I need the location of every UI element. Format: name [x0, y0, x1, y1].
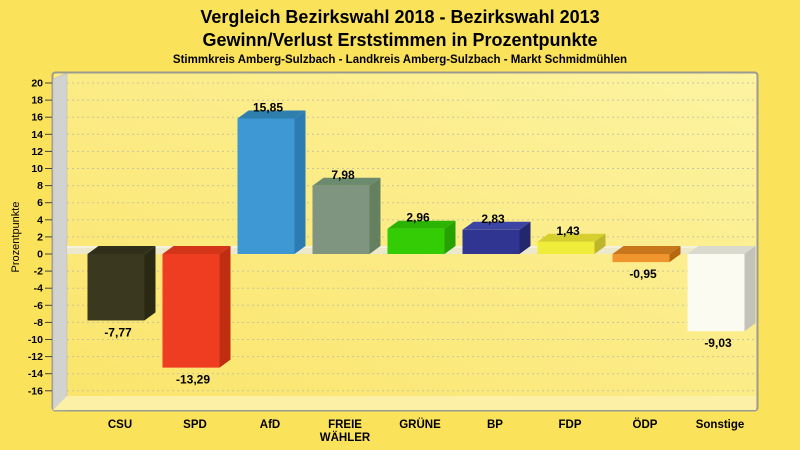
category-label-spd: SPD: [183, 419, 207, 431]
category-label-grüne: GRÜNE: [399, 418, 441, 431]
bar-side-face: [744, 246, 756, 332]
bar-side-face: [219, 246, 231, 368]
bar-top-face: [612, 246, 681, 254]
tick-label: -6: [34, 300, 43, 312]
bars: -7,77 -13,29 15,85 7,98 2,96 2,83 1,43 -0,95 -9,…: [87, 100, 756, 387]
tick-label: -16: [28, 385, 43, 397]
tick-label: 14: [31, 129, 43, 141]
bar-front-face: [612, 254, 670, 263]
bar-top-face: [462, 221, 531, 230]
bar-side-face: [369, 177, 381, 254]
bar-ödp: -0,95: [612, 246, 681, 281]
chart-title-line1: Vergleich Bezirkswahl 2018 - Bezirkswahl…: [200, 7, 600, 27]
category-label-afd: AfD: [260, 419, 280, 431]
bar-front-face: [237, 118, 295, 254]
tick-label: 18: [31, 95, 43, 107]
category-label-ödp: ÖDP: [633, 418, 658, 431]
bar-bp: 2,83: [462, 212, 531, 254]
bar-value-label: -0,95: [629, 267, 657, 281]
bar-value-label: 2,96: [406, 211, 430, 225]
bar-top-face: [687, 246, 756, 254]
bar-top-face: [387, 220, 456, 229]
bar-freie-wähler: 7,98: [312, 168, 381, 254]
bar-front-face: [162, 254, 220, 368]
bar-side-face: [444, 220, 456, 254]
tick-label: -12: [28, 351, 43, 363]
bar-value-label: -7,77: [104, 325, 132, 339]
bar-value-label: 7,98: [331, 168, 355, 182]
tick-label: -4: [34, 283, 43, 295]
bar-afd: 15,85: [237, 100, 306, 254]
plot-floor: [53, 396, 756, 410]
bar-value-label: 1,43: [556, 224, 580, 238]
chart-title-line2: Gewinn/Verlust Erststimmen in Prozentpun…: [202, 30, 598, 50]
bar-top-face: [162, 246, 231, 254]
bar-top-face: [237, 110, 306, 119]
tick-label: 6: [37, 197, 43, 209]
bar-side-face: [519, 221, 531, 254]
category-label-csu: CSU: [108, 419, 132, 431]
bar-front-face: [87, 254, 145, 321]
bar-value-label: -13,29: [176, 373, 210, 387]
bar-side-face: [144, 246, 156, 321]
tick-label: 20: [31, 78, 43, 90]
bar-side-face: [669, 246, 681, 263]
tick-label: 8: [37, 180, 43, 192]
bar-top-face: [87, 246, 156, 254]
tick-label: 10: [31, 163, 43, 175]
bar-front-face: [462, 229, 520, 254]
tick-label: -10: [28, 334, 43, 346]
bar-value-label: -9,03: [704, 336, 732, 350]
bar-csu: -7,77: [87, 246, 156, 339]
bar-front-face: [387, 228, 445, 254]
bar-spd: -13,29: [162, 246, 231, 387]
category-label-freie-wähler: FREIE: [328, 419, 362, 431]
bar-top-face: [312, 177, 381, 186]
category-label-freie-wähler: WÄHLER: [320, 431, 371, 444]
bar-value-label: 2,83: [481, 212, 505, 226]
category-label-sonstige: Sonstige: [696, 419, 745, 431]
tick-label: -14: [28, 368, 43, 380]
bar-top-face: [537, 233, 606, 242]
plot-left-wall: [52, 72, 68, 411]
bar-front-face: [687, 254, 745, 332]
tick-label: 0: [37, 249, 43, 261]
tick-label: 12: [31, 146, 43, 158]
tick-label: -8: [34, 317, 43, 329]
bar-side-face: [594, 233, 606, 254]
tick-label: 16: [31, 112, 43, 124]
bar-front-face: [312, 185, 370, 254]
category-label-fdp: FDP: [559, 419, 582, 431]
bar-fdp: 1,43: [537, 224, 606, 254]
bar-value-label: 15,85: [253, 100, 283, 114]
bar-side-face: [294, 110, 306, 254]
tick-label: 2: [37, 231, 43, 243]
tick-label: 4: [37, 214, 43, 226]
chart-subtitle: Stimmkreis Amberg-Sulzbach - Landkreis A…: [172, 54, 628, 66]
category-label-bp: BP: [487, 419, 503, 431]
bar-sonstige: -9,03: [687, 246, 756, 350]
tick-label: -2: [34, 266, 43, 278]
bar-grüne: 2,96: [387, 211, 456, 254]
bar-front-face: [537, 241, 595, 254]
